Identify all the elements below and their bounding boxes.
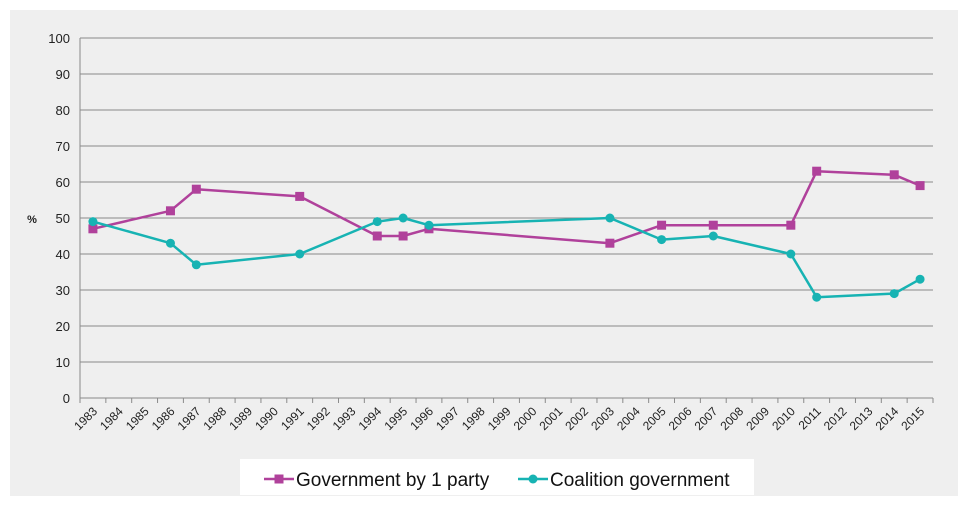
- x-tick-label: 2013: [847, 404, 876, 433]
- x-tick-label: 2003: [588, 404, 617, 433]
- data-point-square: [295, 191, 305, 201]
- y-tick-label: 80: [56, 103, 70, 118]
- series-line: [92, 169, 921, 245]
- x-tick-label: 1988: [201, 404, 230, 433]
- series-0: [88, 166, 925, 248]
- data-point-circle: [88, 217, 98, 227]
- legend-label: Government by 1 party: [296, 470, 490, 491]
- x-tick-label: 2008: [717, 404, 746, 433]
- x-tick-label: 1993: [330, 404, 359, 433]
- legend-box: [240, 459, 754, 495]
- data-point-circle: [165, 238, 175, 248]
- data-point-circle: [889, 289, 899, 299]
- data-point-square: [657, 220, 667, 230]
- x-tick-labels: 1983198419851986198719881989199019911992…: [71, 404, 927, 433]
- x-tick-label: 1991: [278, 404, 307, 433]
- x-tick-label: 1990: [252, 404, 281, 433]
- y-tick-label: 50: [56, 211, 70, 226]
- legend-marker-square: [274, 474, 284, 484]
- axes: [79, 38, 934, 403]
- x-tick-label: 2007: [692, 404, 721, 433]
- y-tick-label: 70: [56, 139, 70, 154]
- x-tick-label: 1984: [97, 404, 126, 433]
- data-point-circle: [786, 249, 796, 259]
- x-tick-label: 1986: [149, 404, 178, 433]
- x-tick-label: 1995: [381, 404, 410, 433]
- y-tick-label: 90: [56, 67, 70, 82]
- y-tick-label: 60: [56, 175, 70, 190]
- data-point-square: [398, 231, 408, 241]
- data-point-square: [786, 220, 796, 230]
- chart-area: % 0 10 20 30 40 50 60 70 80 90 100 1983 1984 1985 198…: [10, 10, 958, 496]
- data-point-circle: [372, 217, 382, 227]
- x-tick-label: 1987: [175, 404, 204, 433]
- x-tick-label: 1983: [71, 404, 100, 433]
- x-tick-label: 1996: [407, 404, 436, 433]
- x-tick-label: 2002: [562, 404, 591, 433]
- legend-marker-circle: [528, 474, 538, 484]
- y-axis-label: %: [27, 214, 37, 226]
- series: [88, 166, 925, 302]
- x-tick-label: 1997: [433, 404, 462, 433]
- y-tick-label: 30: [56, 283, 70, 298]
- data-point-square: [708, 220, 718, 230]
- x-tick-label: 2015: [898, 404, 927, 433]
- data-point-circle: [708, 231, 718, 241]
- y-tick-label: 20: [56, 319, 70, 334]
- x-tick-label: 1998: [459, 404, 488, 433]
- data-point-square: [88, 224, 98, 234]
- x-tick-label: 1994: [356, 404, 385, 433]
- gridlines: [80, 37, 933, 363]
- x-tick-label: 2004: [614, 404, 643, 433]
- x-tick-label: 2009: [743, 404, 772, 433]
- x-tick-label: 1989: [226, 404, 255, 433]
- data-point-square: [889, 170, 899, 180]
- y-tick-labels: 0 10 20 30 40 50 60 70 80 90 100: [48, 31, 70, 406]
- x-tick-label: 2012: [821, 404, 850, 433]
- data-point-circle: [915, 274, 925, 284]
- legend: Government by 1 party Coalition governmen…: [240, 459, 754, 495]
- data-point-circle: [424, 220, 434, 230]
- x-tick-label: 2010: [769, 404, 798, 433]
- x-tick-label: 2014: [873, 404, 902, 433]
- data-point-circle: [295, 249, 305, 259]
- y-tick-label: 100: [48, 31, 70, 46]
- data-point-circle: [605, 213, 615, 223]
- data-point-circle: [657, 235, 667, 245]
- x-tick-label: 1999: [485, 404, 514, 433]
- x-tick-label: 2001: [537, 404, 566, 433]
- y-tick-label: 0: [63, 391, 70, 406]
- x-tick-label: 2005: [640, 404, 669, 433]
- x-tick-label: 2006: [666, 404, 695, 433]
- data-point-square: [165, 206, 175, 216]
- series-line: [92, 216, 921, 299]
- data-point-circle: [812, 292, 822, 302]
- data-point-square: [605, 238, 615, 248]
- y-tick-label: 10: [56, 355, 70, 370]
- x-tick-label: 1992: [304, 404, 333, 433]
- data-point-square: [191, 184, 201, 194]
- data-point-square: [915, 181, 925, 191]
- x-tick-label: 2011: [796, 404, 824, 432]
- data-point-circle: [398, 213, 408, 223]
- x-tick-label: 2000: [511, 404, 540, 433]
- data-point-square: [812, 166, 822, 176]
- data-point-circle: [191, 260, 201, 270]
- legend-label: Coalition government: [550, 470, 730, 491]
- x-tick-label: 1985: [123, 404, 152, 433]
- data-point-square: [372, 231, 382, 241]
- y-tick-label: 40: [56, 247, 70, 262]
- series-1: [88, 213, 925, 302]
